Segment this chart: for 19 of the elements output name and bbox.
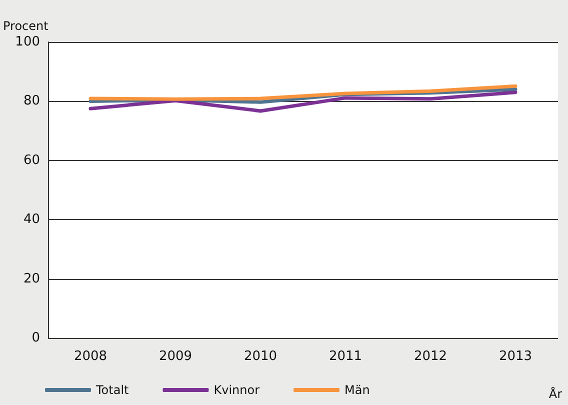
legend-label: Kvinnor (214, 383, 260, 397)
x-tick-label: 2013 (498, 349, 532, 364)
x-tick-label: 2011 (328, 349, 362, 364)
x-tick-label: 2009 (158, 349, 192, 364)
y-tick-label: 100 (15, 34, 40, 50)
y-axis-title: Procent (3, 19, 49, 33)
x-tick-label: 2010 (244, 349, 278, 364)
line-series (88, 84, 518, 101)
legend-label: Totalt (95, 383, 130, 397)
x-axis-title: År (548, 386, 562, 401)
y-tick-label: 40 (23, 212, 40, 228)
x-tick-label: 2012 (414, 349, 448, 364)
y-tick-label: 60 (23, 152, 40, 168)
y-tick-label: 0 (32, 330, 40, 346)
x-tick-label: 2008 (74, 349, 108, 364)
line-series (88, 90, 518, 113)
y-tick-label: 80 (23, 94, 40, 109)
legend-label: Män (344, 383, 370, 397)
y-tick-label: 20 (23, 271, 40, 286)
